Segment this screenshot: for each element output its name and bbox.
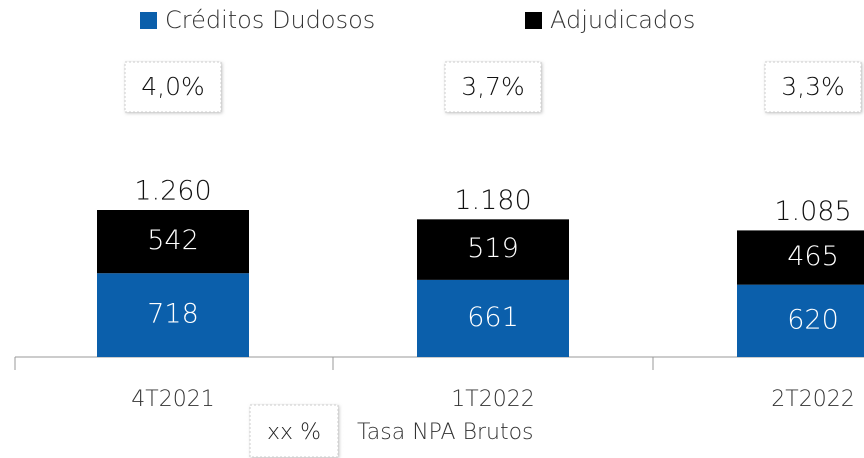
total-label: 1.085 — [774, 196, 851, 227]
bar-segment — [417, 219, 569, 280]
key-label: Tasa NPA Brutos — [357, 420, 534, 445]
bar-segment — [417, 279, 569, 357]
npa-box — [124, 61, 222, 113]
bar-segment — [737, 230, 864, 285]
segment-label: 519 — [467, 233, 519, 264]
segment-label: 620 — [787, 304, 839, 335]
key-box — [249, 404, 339, 458]
bar-segment — [97, 210, 249, 274]
npa-label: 3,7% — [461, 72, 525, 101]
total-label: 1.180 — [454, 185, 531, 216]
npa-label: 4,0% — [141, 72, 205, 101]
bar-segment — [97, 273, 249, 357]
legend-swatch — [525, 12, 542, 29]
segment-label: 718 — [147, 299, 199, 330]
x-tick-label: 4T2021 — [131, 387, 214, 412]
bar-segment — [737, 284, 864, 357]
x-tick-label: 1T2022 — [451, 387, 534, 412]
npa-box — [444, 61, 542, 113]
total-label: 1.260 — [134, 176, 211, 207]
segment-label: 661 — [467, 302, 519, 333]
x-tick-label: 2T2022 — [771, 387, 854, 412]
npa-box — [764, 61, 862, 113]
key-sample: xx % — [267, 420, 321, 445]
legend-label: Créditos Dudosos — [165, 6, 375, 34]
npa-label: 3,3% — [781, 72, 845, 101]
legend-label: Adjudicados — [550, 6, 695, 34]
legend-swatch — [140, 12, 157, 29]
segment-label: 542 — [147, 225, 199, 256]
segment-label: 465 — [787, 241, 839, 272]
